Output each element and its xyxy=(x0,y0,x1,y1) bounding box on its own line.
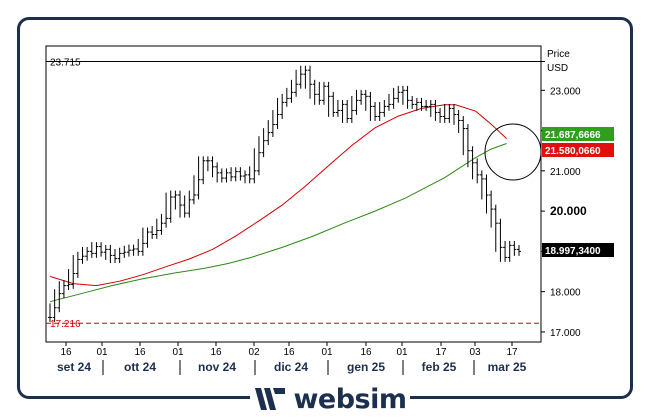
x-day-label: 01 xyxy=(172,347,184,358)
x-day-label: 01 xyxy=(321,347,333,358)
x-day-label: 16 xyxy=(60,347,72,358)
x-day-label: 16 xyxy=(283,347,295,358)
plot-area xyxy=(45,45,542,343)
websim-logo-mark xyxy=(255,388,286,410)
x-day-label: 01 xyxy=(96,347,108,358)
y-axis-label-unit: USD xyxy=(547,63,568,74)
value-badge xyxy=(542,127,614,141)
value-badge-label: 21.687,6666 xyxy=(545,130,601,141)
x-day-label: 17 xyxy=(506,347,518,358)
highlight-circle xyxy=(484,123,542,181)
y-tick-label: 17.000 xyxy=(550,328,581,339)
x-day-label: 16 xyxy=(210,347,222,358)
y-tick-label: 18.000 xyxy=(550,288,581,299)
x-day-label: 01 xyxy=(396,347,408,358)
x-month-label: gen 25 xyxy=(347,360,385,374)
x-month-label: nov 24 xyxy=(198,360,236,374)
x-month-label: feb 25 xyxy=(422,360,457,374)
y-tick-label: 21.000 xyxy=(550,167,581,178)
x-day-label: 16 xyxy=(134,347,146,358)
x-month-label: set 24 xyxy=(57,360,91,374)
x-day-label: 16 xyxy=(360,347,372,358)
y-axis-label-price: Price xyxy=(547,49,570,60)
value-badge-label: 21.580,0660 xyxy=(545,146,601,157)
value-badge-label: 18.997,3400 xyxy=(545,246,601,257)
value-badge xyxy=(542,243,614,257)
x-day-label: 03 xyxy=(469,347,481,358)
value-badge xyxy=(542,143,614,157)
y-tick-label: 20.000 xyxy=(550,204,587,218)
y-tick-label: 23.000 xyxy=(550,86,581,97)
reference-label-high: 23.715 xyxy=(50,58,81,69)
x-month-label: dic 24 xyxy=(274,360,308,374)
x-month-label: mar 25 xyxy=(488,360,527,374)
websim-logo: websim xyxy=(250,381,410,417)
reference-label-low: 17.216 xyxy=(50,319,81,330)
moving-average-line-1 xyxy=(49,143,507,303)
moving-average-line-0 xyxy=(49,104,507,287)
x-month-label: ott 24 xyxy=(124,360,156,374)
x-day-label: 02 xyxy=(248,347,260,358)
x-day-label: 17 xyxy=(435,347,447,358)
